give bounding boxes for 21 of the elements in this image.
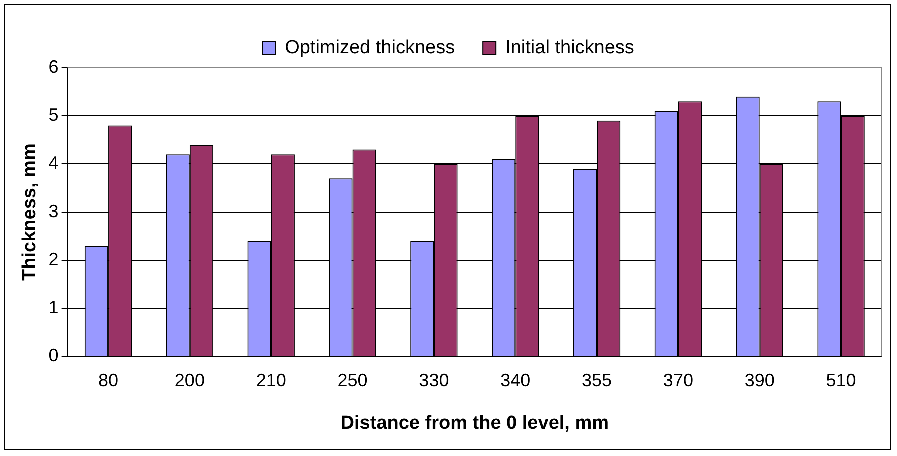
y-tick-label: 3 xyxy=(48,201,59,222)
y-tick-label: 0 xyxy=(48,346,59,366)
x-tick-label: 510 xyxy=(826,370,856,390)
y-tick-label: 4 xyxy=(48,153,59,174)
legend-label: Initial thickness xyxy=(506,38,634,59)
x-axis-title: Distance from the 0 level, mm xyxy=(340,412,610,434)
x-tick-label: 340 xyxy=(500,370,531,390)
x-tick-label: 250 xyxy=(338,370,368,390)
x-tick-label: 80 xyxy=(98,370,119,390)
y-tick-label: 6 xyxy=(48,56,59,77)
x-tick-label: 330 xyxy=(419,370,450,390)
x-tick-label: 210 xyxy=(256,370,286,390)
y-tick-label: 5 xyxy=(48,105,59,126)
y-axis-title: Thickness, mm xyxy=(20,144,41,281)
y-tick-label: 1 xyxy=(48,297,59,318)
x-tick-label: 370 xyxy=(663,370,694,390)
y-tick-label: 2 xyxy=(48,249,59,270)
legend-label: Optimized thickness xyxy=(285,38,456,59)
x-tick-label: 200 xyxy=(174,370,205,390)
x-tick-label: 355 xyxy=(582,370,612,390)
x-tick-label: 390 xyxy=(744,370,775,390)
